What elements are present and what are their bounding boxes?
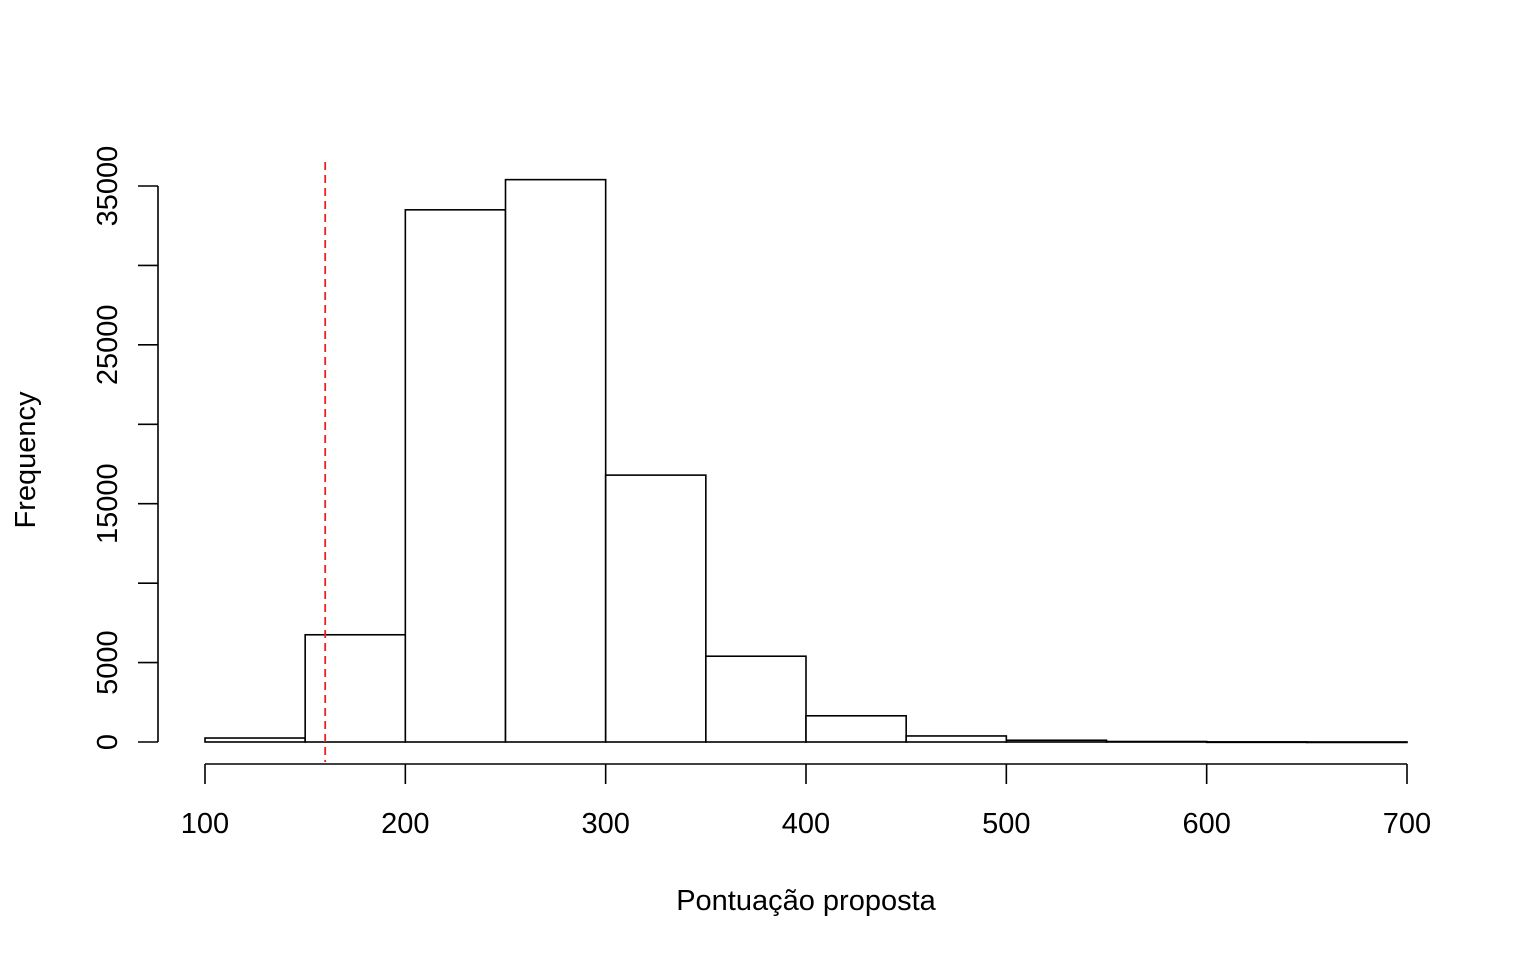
x-tick-label-1: 200	[381, 808, 429, 840]
histogram-bar-0	[204, 737, 306, 743]
histogram-bar-9	[1105, 740, 1208, 743]
y-tick-label-4: 35000	[92, 146, 124, 227]
x-axis: 100 200 300 400 500 600 700	[181, 763, 1431, 840]
histogram-bar-11	[1306, 741, 1408, 744]
histogram-bar-6	[805, 714, 907, 743]
x-tick-label-3: 400	[782, 808, 830, 840]
histogram-bar-10	[1205, 741, 1308, 744]
bars-layer	[204, 178, 1408, 744]
histogram-bar-8	[1005, 739, 1108, 743]
y-axis: 0 5000 15000 25000 35000	[92, 146, 159, 750]
y-tick-label-0: 0	[92, 734, 124, 750]
histogram-bar-5	[705, 655, 807, 743]
x-axis-title: Pontuação proposta	[676, 885, 936, 917]
y-tick-label-3: 25000	[92, 305, 124, 386]
y-tick-label-1: 5000	[92, 630, 124, 695]
x-tick-label-5: 600	[1182, 808, 1230, 840]
histogram-bar-4	[604, 474, 707, 743]
histogram-bar-7	[905, 735, 1008, 743]
histogram-bar-1	[304, 633, 407, 743]
histogram-bar-2	[404, 209, 507, 743]
x-tick-label-6: 700	[1383, 808, 1431, 840]
histogram-bar-3	[504, 178, 607, 743]
x-tick-label-4: 500	[982, 808, 1030, 840]
y-axis-title: Frequency	[10, 391, 42, 529]
x-tick-label-2: 300	[581, 808, 629, 840]
y-tick-label-2: 15000	[92, 463, 124, 544]
x-tick-label-0: 100	[181, 808, 229, 840]
